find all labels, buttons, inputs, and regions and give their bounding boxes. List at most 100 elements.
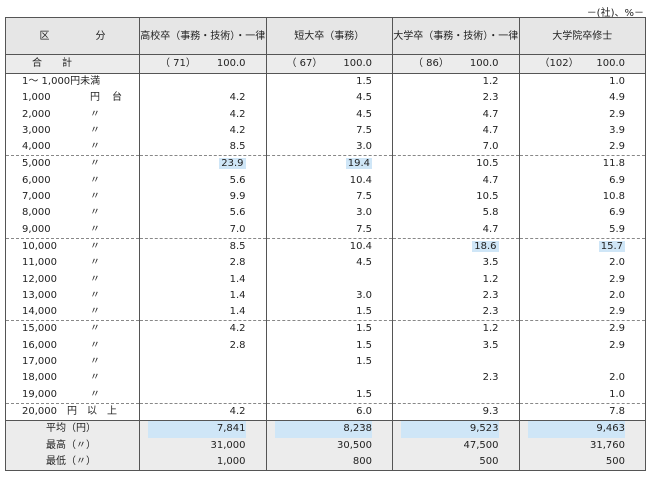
stat-value-cell: 500 (392, 453, 520, 472)
row-label: 18,000 〃 (5, 370, 140, 387)
value-cell: 1.0 (518, 73, 646, 91)
total-cell: （102） 100.0 (518, 54, 646, 74)
table-row: 16,000 〃 2.8 1.5 3.5 2.9 (5, 337, 646, 355)
row-mark: 〃 (90, 323, 100, 335)
table-row: 17,000 〃 1.5 (5, 354, 646, 371)
value: 6.9 (609, 207, 625, 219)
value: 7.5 (356, 191, 372, 203)
value-cell: 2.0 (518, 287, 646, 305)
row-mark: 〃 (90, 158, 100, 170)
row-mark: 〃 (90, 339, 100, 351)
value-cell (518, 354, 646, 371)
value-cell: 5.6 (139, 205, 267, 222)
row-label: 19,000 〃 (5, 386, 140, 404)
value-cell: 1.5 (265, 354, 393, 371)
value-cell: 10.4 (265, 172, 393, 190)
row-label: 9,000 〃 (5, 221, 140, 239)
stat-value-cell: 1,000 (139, 453, 267, 472)
table-row: 19,000 〃 1.5 1.0 (5, 386, 646, 404)
value-cell: 7.0 (392, 139, 520, 156)
table-row: 1～ 1,000円未満 1.5 1.2 1.0 (5, 73, 646, 91)
value: 2.3 (482, 372, 499, 384)
stat-label: 最高（〃） (5, 437, 140, 454)
value: 1.5 (356, 323, 372, 335)
total-label: 合 計 (5, 54, 140, 74)
highlighted-value: 23.9 (219, 158, 246, 170)
value: 4.5 (356, 108, 372, 120)
stat-label-text: 最高（〃） (46, 439, 96, 451)
value: 2.9 (609, 339, 625, 351)
stat-label: 最低（〃） (5, 453, 140, 472)
row-mark: 〃 (90, 257, 100, 269)
value: 4.5 (356, 257, 372, 269)
value-cell: 7.0 (139, 221, 267, 239)
row-label: 8,000 〃 (5, 205, 140, 222)
value: 6.9 (609, 174, 625, 186)
stat-label: 平均（円） (5, 420, 140, 438)
value-cell: 1.4 (139, 287, 267, 305)
value: 2.9 (609, 108, 625, 120)
row-amount: 4,000 (22, 141, 51, 153)
row-mark: 〃 (90, 289, 100, 301)
value-cell: 2.9 (518, 106, 646, 123)
value: 2.9 (609, 306, 625, 318)
value-cell: 2.0 (518, 370, 646, 387)
stat-value: 30,500 (337, 439, 372, 451)
value-cell (392, 386, 520, 404)
value: 2.3 (482, 289, 499, 301)
value: 3.0 (356, 207, 372, 219)
value-cell: 9.3 (392, 402, 520, 421)
total-count: （ 86） (413, 58, 449, 69)
average-value: 8,238 (274, 421, 372, 438)
row-label: 3,000 〃 (5, 122, 140, 140)
total-percent: 100.0 (469, 58, 499, 69)
table-row: 20,000 円 以 上 4.2 6.0 9.3 7.8 (5, 402, 646, 421)
value: 4.2 (229, 405, 246, 417)
value: 10.5 (476, 158, 499, 170)
value-cell (265, 370, 393, 387)
value-cell: 10.4 (265, 237, 393, 256)
value-cell: 10.8 (518, 189, 646, 206)
table-row: 6,000 〃 5.6 10.4 4.7 6.9 (5, 172, 646, 190)
table-row: 2,000 〃 4.2 4.5 4.7 2.9 (5, 106, 646, 123)
row-amount: 12,000 (22, 273, 57, 285)
value-cell: 4.7 (392, 172, 520, 190)
row-amount: 17,000 (22, 356, 57, 368)
table-row: 3,000 〃 4.2 7.5 4.7 3.9 (5, 122, 646, 140)
value-cell: 2.0 (518, 255, 646, 272)
unit-note: －(社)、%－ (586, 8, 644, 19)
value-cell (139, 73, 267, 91)
value-cell: 1.4 (139, 304, 267, 321)
stat-value: 800 (352, 455, 372, 467)
value-cell: 3.9 (518, 122, 646, 140)
value-cell (139, 370, 267, 387)
value: 2.9 (609, 273, 625, 285)
value: 7.8 (609, 405, 625, 417)
table-row: 4,000 〃 8.5 3.0 7.0 2.9 (5, 139, 646, 156)
highlighted-value: 15.7 (598, 240, 625, 252)
row-mark: 〃 (90, 306, 100, 318)
value: 1.4 (229, 289, 246, 301)
value-cell: 10.5 (392, 155, 520, 173)
value-cell: 4.2 (139, 320, 267, 338)
table-row: 15,000 〃 4.2 1.5 1.2 2.9 (5, 320, 646, 338)
total-cell: （ 71） 100.0 (139, 54, 267, 74)
row-mark: 円 (90, 92, 100, 104)
value-cell: 4.2 (139, 402, 267, 421)
average-value: 7,841 (148, 421, 246, 438)
value: 8.5 (229, 240, 246, 252)
row-mark: 〃 (90, 372, 100, 384)
row-mark: 〃 (90, 124, 100, 136)
value: 1.2 (482, 273, 499, 285)
value-cell: 4.7 (392, 106, 520, 123)
stat-value: 31,760 (590, 439, 625, 451)
total-percent: 100.0 (596, 58, 625, 69)
total-cell: （ 67） 100.0 (265, 54, 393, 74)
row-mark: 〃 (90, 273, 100, 285)
stat-value-cell: 500 (518, 453, 646, 472)
value-cell (139, 386, 267, 404)
table-row: 14,000 〃 1.4 1.5 2.3 2.9 (5, 304, 646, 321)
value-cell: 3.0 (265, 287, 393, 305)
value-cell: 2.9 (518, 320, 646, 338)
value: 1.2 (482, 323, 499, 335)
